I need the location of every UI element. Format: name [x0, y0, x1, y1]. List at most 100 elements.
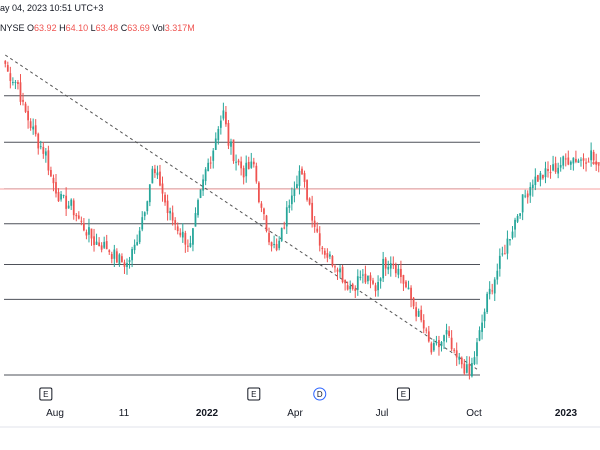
candle — [349, 280, 352, 293]
candle-body — [34, 125, 37, 135]
candle-body — [4, 60, 7, 64]
candle-body — [270, 242, 273, 247]
candle-body — [516, 215, 519, 222]
candle-body — [44, 151, 47, 156]
candle — [118, 253, 121, 267]
candle — [60, 191, 62, 202]
high-value: 64.10 — [65, 23, 89, 33]
candle-body — [361, 274, 364, 276]
candle — [356, 269, 359, 296]
candle-body — [237, 160, 240, 163]
candle — [562, 155, 565, 170]
candle-body — [197, 200, 199, 216]
candle — [544, 161, 547, 184]
candle — [534, 168, 537, 191]
candle — [166, 194, 169, 221]
candle — [237, 158, 240, 166]
candle-body — [488, 288, 491, 295]
candle-body — [552, 164, 554, 171]
candle-body — [569, 161, 572, 165]
candle — [504, 244, 506, 255]
candle-body — [491, 290, 494, 292]
symbol-header: ay 04, 2023 10:51 UTC+3 NYSE O63.92 H64.… — [0, 0, 600, 36]
candle — [407, 280, 410, 290]
candle-body — [247, 161, 250, 170]
candle — [529, 182, 532, 203]
candle-body — [280, 228, 283, 241]
candle-body — [11, 81, 14, 84]
candle-body — [296, 184, 298, 189]
candle — [405, 280, 407, 289]
candle-body — [98, 242, 100, 246]
candle-body — [483, 311, 486, 322]
candle — [506, 230, 509, 260]
candle-body — [290, 195, 293, 205]
candle — [483, 308, 486, 329]
candle-body — [420, 309, 423, 321]
candle — [547, 161, 549, 178]
candle-body — [138, 230, 141, 243]
candle — [364, 265, 367, 284]
earnings-marker: E — [247, 387, 261, 401]
candle-body — [179, 232, 182, 236]
candle-body — [9, 73, 12, 81]
candle — [564, 153, 567, 167]
candle — [32, 118, 35, 135]
candle-body — [298, 170, 301, 186]
candle-body — [57, 191, 60, 202]
candle — [572, 157, 575, 171]
candle-body — [339, 268, 341, 273]
candle — [39, 140, 42, 150]
candle-body — [460, 357, 463, 365]
candle-body — [156, 172, 159, 176]
candle — [34, 119, 37, 137]
candle — [47, 145, 50, 176]
candle-body — [50, 170, 52, 177]
candle — [174, 217, 177, 231]
candle-body — [72, 200, 75, 216]
candle — [103, 236, 106, 250]
candle — [27, 105, 29, 129]
candle-body — [379, 278, 382, 282]
candle — [85, 229, 88, 240]
candle-body — [65, 195, 68, 209]
candle — [326, 248, 329, 263]
candle-body — [47, 150, 50, 171]
candle — [430, 341, 433, 355]
candle-body — [77, 215, 80, 219]
candle-body — [174, 220, 177, 225]
candle — [382, 251, 385, 282]
candle — [580, 157, 582, 167]
candle — [250, 152, 253, 169]
candle-body — [306, 180, 308, 200]
candle — [590, 142, 593, 167]
x-tick-label: Apr — [287, 408, 303, 419]
candle-body — [572, 157, 575, 164]
candle-body — [511, 231, 514, 238]
candle-body — [268, 232, 270, 243]
candle-body — [311, 202, 314, 221]
candle-body — [29, 121, 32, 128]
candle-body — [192, 228, 194, 245]
candle-body — [564, 158, 567, 160]
candle — [123, 259, 126, 274]
candle — [55, 174, 57, 198]
candle — [263, 207, 265, 221]
candle-body — [164, 194, 166, 203]
candle — [491, 283, 494, 295]
candle-body — [531, 184, 534, 189]
dividend-marker-shape — [313, 387, 327, 401]
candle-body — [397, 268, 400, 275]
earnings-marker: E — [396, 387, 410, 401]
candle-body — [217, 128, 220, 141]
candle-body — [171, 212, 174, 221]
candle-body — [359, 276, 362, 278]
candle-body — [590, 150, 593, 161]
candle-body — [303, 173, 306, 182]
candle-body — [344, 280, 347, 284]
candle — [435, 335, 438, 346]
candle — [90, 228, 93, 246]
candle — [329, 251, 331, 260]
candle-body — [90, 228, 93, 239]
